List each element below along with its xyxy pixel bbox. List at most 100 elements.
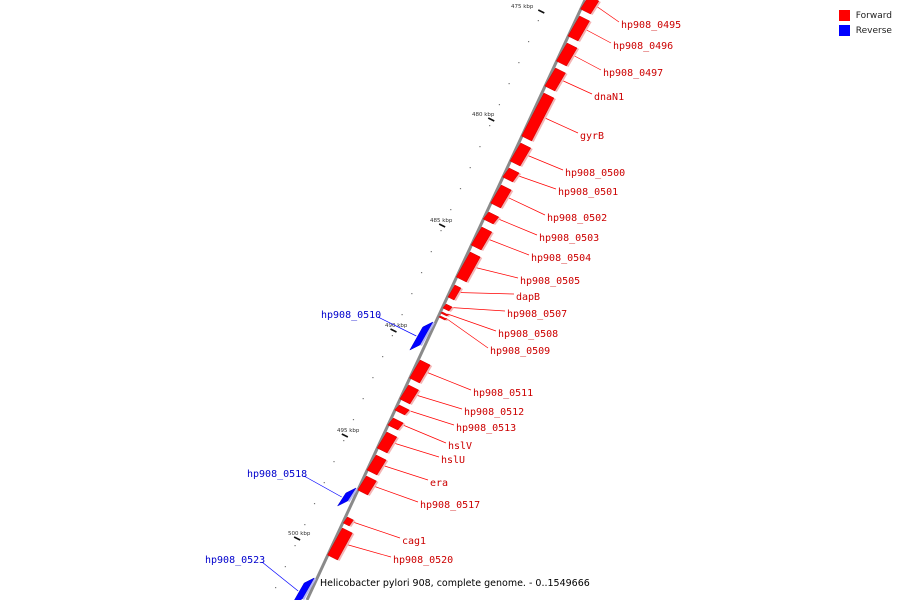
leader-hp908_0512 [414, 394, 463, 410]
leader-era [381, 464, 429, 481]
gene-label-hslU: hslU [441, 455, 465, 466]
gene-shadow [376, 460, 389, 476]
gene-shadow [590, 1, 601, 15]
gene-label-hp908_0518: hp908_0518 [247, 469, 307, 480]
gene-shadow [302, 578, 317, 600]
leader-hp908_0503 [495, 217, 538, 236]
minor-tick-dot [275, 587, 277, 589]
leader-hp908_0496 [583, 28, 612, 44]
leader-hp908_0511 [424, 371, 472, 391]
gene-shadow [500, 190, 514, 209]
gene-hslU [376, 431, 398, 454]
gene-hp908_0512 [399, 384, 419, 405]
gene-label-hslV: hslV [448, 441, 472, 452]
gene-era [366, 454, 387, 476]
leader-hp908_0509 [445, 317, 489, 349]
minor-tick-dot [304, 524, 306, 526]
gene-hp908_0502 [490, 184, 512, 209]
leader-hslV [400, 423, 447, 444]
gene-label-hp908_0517: hp908_0517 [420, 500, 480, 511]
minor-tick-dot [420, 272, 423, 274]
minor-tick-dot [323, 482, 325, 484]
label-leaders [261, 4, 620, 592]
gene-hp908_0501 [502, 167, 520, 183]
minor-tick-dot [352, 419, 355, 421]
tick-mark [537, 9, 545, 14]
gene-shadow [448, 307, 455, 312]
gene-label-hp908_0497: hp908_0497 [603, 68, 663, 79]
minor-tick-dot [440, 230, 442, 232]
leader-hp908_0501 [515, 174, 557, 190]
gene-label-hp908_0512: hp908_0512 [464, 407, 524, 418]
tick-label: 475 kbp [511, 4, 534, 10]
leader-hp908_0500 [525, 154, 564, 171]
minor-tick-dot [401, 314, 403, 316]
gene-hp908_0509 [438, 315, 448, 321]
legend-forward: Forward [838, 8, 892, 23]
gene-label-hp908_0523: hp908_0523 [205, 555, 265, 566]
leader-hp908_0507 [450, 307, 506, 312]
legend-reverse: Reverse [838, 23, 892, 38]
gene-shadow [419, 365, 433, 384]
gene-dapB [447, 284, 462, 301]
leader-dnaN1 [560, 79, 593, 95]
gene-label-hp908_0509: hp908_0509 [490, 346, 550, 357]
minor-tick-dot [382, 356, 384, 358]
gene-shadow [481, 232, 494, 251]
gene-shadow [404, 410, 412, 416]
gene-shadow [531, 98, 556, 142]
gene-hp908_0500 [509, 142, 532, 167]
gene-hp908_0511 [409, 359, 431, 384]
gene-hp908_0496 [567, 15, 590, 42]
gene-hp908_0523 [294, 577, 315, 600]
legend-forward-label: Forward [855, 10, 892, 21]
gene-label-hp908_0508: hp908_0508 [498, 329, 558, 340]
minor-tick-dot [518, 62, 520, 64]
leader-dapB [457, 292, 515, 295]
tick-mark [341, 433, 349, 438]
gene-label-hp908_0501: hp908_0501 [558, 187, 618, 198]
tick-mark [438, 223, 446, 228]
leader-hp908_0523 [261, 561, 299, 592]
leader-hp908_0510 [377, 316, 417, 337]
minor-tick-dot [430, 251, 432, 253]
minor-tick-dot [528, 41, 530, 43]
gene-label-gyrB: gyrB [580, 131, 604, 142]
gene-shadow [520, 148, 533, 167]
minor-tick-dot [313, 503, 316, 505]
leader-hp908_0520 [344, 543, 392, 558]
gene-gyrB [521, 92, 555, 142]
tick-label: 480 kbp [472, 112, 495, 118]
gene-hp908_0517 [357, 475, 377, 496]
gene-label-hp908_0495: hp908_0495 [621, 20, 681, 31]
tick-mark [390, 328, 397, 333]
genome-caption: Helicobacter pylori 908, complete genome… [320, 578, 590, 589]
gene-label-hp908_0510: hp908_0510 [321, 310, 381, 321]
minor-tick-dot [498, 104, 501, 106]
tick-mark [293, 536, 301, 541]
gene-hp908_0505 [455, 251, 481, 283]
tick-mark [487, 117, 495, 122]
gene-features [294, 0, 601, 600]
gene-shadow [397, 423, 406, 431]
gene-label-hp908_0520: hp908_0520 [393, 555, 453, 566]
gene-hp908_0495 [580, 0, 600, 15]
gene-label-hp908_0507: hp908_0507 [507, 309, 567, 320]
minor-tick-dot [450, 209, 452, 211]
gene-label-dnaN1: dnaN1 [594, 92, 624, 103]
gene-label-hp908_0511: hp908_0511 [473, 388, 533, 399]
minor-tick-dot [469, 167, 471, 169]
leader-hp908_0504 [486, 238, 530, 256]
gene-label-era: era [430, 478, 448, 489]
minor-tick-dot [479, 146, 481, 148]
gene-shadow [367, 481, 379, 496]
tick-label: 495 kbp [337, 428, 360, 434]
gene-shadow [512, 173, 522, 183]
gene-hp908_0503 [482, 211, 500, 225]
gene-hp908_0504 [470, 226, 493, 251]
reverse-swatch [838, 25, 850, 36]
gene-hslV [387, 417, 404, 431]
minor-tick-dot [333, 461, 335, 463]
leader-hp908_0508 [447, 313, 497, 332]
